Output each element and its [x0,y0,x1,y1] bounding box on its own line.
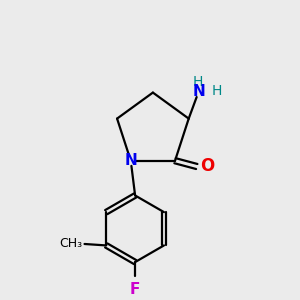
Text: H: H [212,84,222,98]
Text: O: O [200,158,214,175]
Text: F: F [130,281,140,296]
Text: CH₃: CH₃ [59,238,82,250]
Text: H: H [192,75,203,89]
Text: N: N [124,153,137,168]
Text: N: N [193,84,205,99]
